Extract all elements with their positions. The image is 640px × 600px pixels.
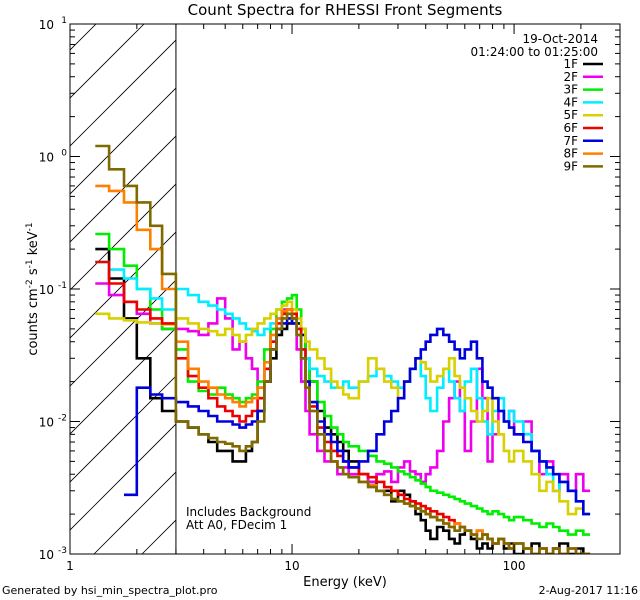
legend-label-8f: 8F — [563, 147, 578, 161]
chart-title: Count Spectra for RHESSI Front Segments — [188, 1, 503, 19]
series-line-9f — [95, 144, 591, 554]
y-tick-exponent: -1 — [58, 281, 67, 291]
legend-label-6f: 6F — [563, 121, 578, 135]
y-tick-exponent: -3 — [58, 546, 67, 556]
y-tick-label: 10 — [39, 548, 54, 562]
hatch-line — [70, 375, 176, 483]
y-tick-exponent: -2 — [58, 414, 67, 424]
footer-generated-by: Generated by hsi_min_spectra_plot.pro — [2, 584, 218, 597]
y-tick-exponent: 1 — [61, 16, 67, 26]
x-axis-label: Energy (keV) — [303, 575, 387, 590]
spectra-series — [95, 144, 591, 554]
y-tick-exponent: 0 — [61, 149, 67, 159]
x-tick-labels: 1 10 100 — [66, 559, 525, 573]
x-tick-label: 10 — [284, 559, 299, 573]
legend-label-7f: 7F — [563, 134, 578, 148]
series-line-7f — [124, 317, 591, 516]
legend-label-2f: 2F — [563, 70, 578, 84]
y-tick-label: 10 — [39, 18, 54, 32]
series-line-5f — [95, 300, 591, 516]
hatch-line — [70, 279, 176, 387]
legend-label-5f: 5F — [563, 108, 578, 122]
hatch-line — [70, 183, 176, 291]
footer-timestamp: 2-Aug-2017 11:16 — [539, 584, 638, 597]
legend-label-9f: 9F — [563, 159, 578, 173]
hatch-line — [70, 87, 176, 195]
x-tick-label: 100 — [503, 559, 526, 573]
x-tick-label: 1 — [66, 559, 74, 573]
legend-label-1f: 1F — [563, 57, 578, 71]
annotation-attenuator: Att A0, FDecim 1 — [186, 518, 287, 532]
series-line-3f — [95, 232, 591, 536]
observation-time-range: 01:24:00 to 01:25:00 — [471, 45, 598, 59]
y-tick-label: 10 — [39, 151, 54, 165]
observation-date: 19-Oct-2014 — [522, 32, 598, 46]
legend-label-4f: 4F — [563, 95, 578, 109]
annotation-background: Includes Background — [186, 505, 311, 519]
y-axis-label: counts cm-2 s-1 keV-1 — [25, 222, 41, 355]
y-tick-labels: 10 -3 10 -2 10 -1 10 0 10 1 — [39, 16, 68, 562]
hatch-line — [70, 39, 176, 147]
y-tick-label: 10 — [39, 283, 54, 297]
legend-label-3f: 3F — [563, 83, 578, 97]
axis-ticks — [69, 23, 621, 555]
y-tick-label: 10 — [39, 416, 54, 430]
